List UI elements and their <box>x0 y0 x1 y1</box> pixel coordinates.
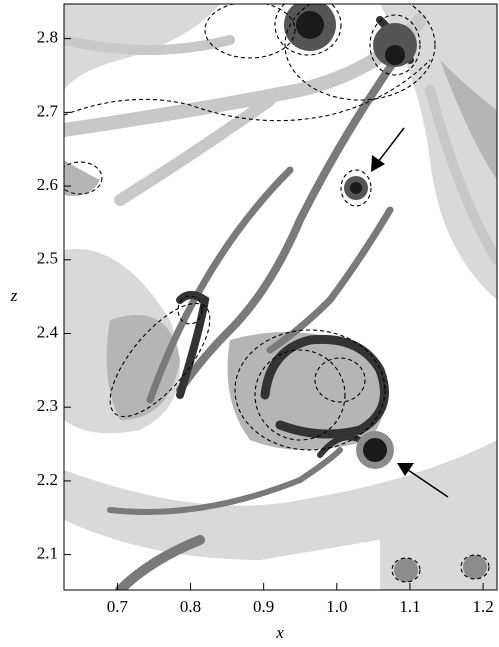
x-tick-label: 0.9 <box>253 597 274 616</box>
contour-field <box>64 4 497 590</box>
x-axis-label: x <box>275 623 284 642</box>
y-tick-label: 2.6 <box>37 175 58 194</box>
y-tick-label: 2.1 <box>37 544 58 563</box>
arrow <box>397 463 449 498</box>
y-tick-label: 2.2 <box>37 470 58 489</box>
y-tick-label: 2.3 <box>37 396 58 415</box>
x-tick-label: 0.8 <box>180 597 201 616</box>
y-tick-label: 2.4 <box>37 322 59 341</box>
y-tick-label: 2.7 <box>37 101 59 120</box>
x-tick-label: 1.0 <box>326 597 347 616</box>
x-tick-label: 0.7 <box>107 597 129 616</box>
plot-frame <box>63 3 498 591</box>
x-tick-label: 1.2 <box>472 597 493 616</box>
y-axis-label: z <box>10 286 18 305</box>
arrow <box>371 127 405 172</box>
y-tick-label: 2.5 <box>37 249 58 268</box>
x-tick-label: 1.1 <box>399 597 420 616</box>
y-tick-label: 2.8 <box>37 28 58 47</box>
